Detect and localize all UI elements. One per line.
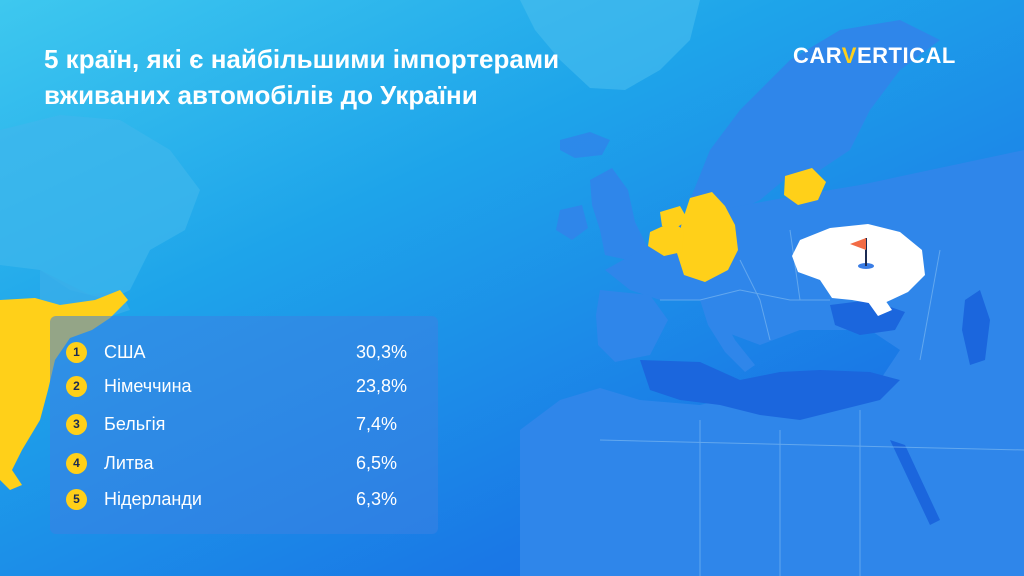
rank-badge: 2 <box>66 375 87 397</box>
land-great-britain <box>590 168 648 260</box>
land-north-america <box>0 115 200 300</box>
ranking-panel <box>50 316 438 534</box>
land-ireland <box>556 205 588 240</box>
ranking-row: 3 Бельгія 7,4% <box>66 412 416 436</box>
sea-red <box>890 440 940 525</box>
share-value: 7,4% <box>356 413 398 434</box>
land-scandinavia <box>690 20 940 215</box>
share-value: 6,3% <box>356 488 398 509</box>
rank-badge: 1 <box>66 341 87 363</box>
sea-caspian <box>962 290 990 365</box>
country-name: Бельгія <box>104 413 166 434</box>
share-value: 6,5% <box>356 452 398 473</box>
rank-badge: 5 <box>66 488 87 510</box>
land-netherlands <box>660 206 688 228</box>
rank-badge: 4 <box>66 452 87 474</box>
page-title: 5 країн, які є найбільшими імпортерами в… <box>44 41 684 113</box>
land-usa <box>0 290 128 490</box>
ranking-row: 1 США 30,3% <box>66 340 416 364</box>
ranking-row: 2 Німеччина 23,8% <box>66 374 416 398</box>
land-belgium <box>648 222 684 256</box>
land-italy <box>700 300 755 372</box>
sea-mediterranean <box>640 360 900 420</box>
ranking-row: 4 Литва 6,5% <box>66 451 416 475</box>
land-iceland <box>560 132 610 158</box>
title-line-1: 5 країн, які є найбільшими імпортерами <box>44 44 560 74</box>
land-lithuania <box>784 168 826 205</box>
land-iberia <box>596 290 668 362</box>
country-name: Німеччина <box>104 375 192 396</box>
rank-badge: 3 <box>66 413 87 435</box>
carvertical-logo: CARVERTICAL <box>793 43 956 68</box>
land-greenland <box>520 0 700 90</box>
title-line-2: вживаних автомобілів до України <box>44 80 478 110</box>
land-ukraine <box>792 224 925 305</box>
country-name: Нідерланди <box>104 488 202 509</box>
share-value: 23,8% <box>356 375 408 396</box>
flag-icon <box>850 238 874 269</box>
share-value: 30,3% <box>356 341 408 362</box>
land-crimea <box>868 300 892 316</box>
ranking-row: 5 Нідерланди 6,3% <box>66 487 416 511</box>
country-borders <box>599 229 1024 576</box>
country-name: США <box>104 341 146 362</box>
land-germany <box>676 192 738 282</box>
country-name: Литва <box>104 452 154 473</box>
